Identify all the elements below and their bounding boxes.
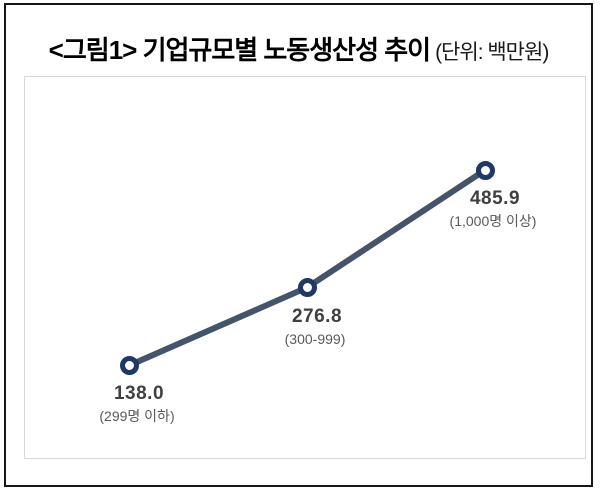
data-point-category-label-2: (1,000명 이상) [449, 213, 537, 230]
data-point-value-label-1: 276.8 [291, 305, 343, 327]
data-point-marker-2 [475, 160, 495, 180]
chart-plot-area: 138.0 (299명 이하) 276.8 (300-999) 485.9 (1,000명… [24, 76, 586, 459]
data-point-category-label-0: (299명 이하) [99, 408, 175, 425]
figure-frame: <그림1> 기업규모별 노동생산성 추이 (단위: 백만원) 138.0 (299명… [4, 3, 593, 487]
data-point-marker-1 [297, 278, 317, 298]
data-point-value-label-2: 485.9 [469, 188, 521, 210]
data-point-value-label-0: 138.0 [113, 383, 165, 405]
data-point-marker-0 [119, 355, 139, 375]
figure-title: <그림1> 기업규모별 노동생산성 추이 (단위: 백만원) [6, 30, 591, 67]
line-series-svg [127, 167, 487, 369]
title-unit-text: (단위: 백만원) [435, 41, 549, 64]
title-main-text: <그림1> 기업규모별 노동생산성 추이 [48, 35, 431, 65]
data-point-category-label-1: (300-999) [284, 330, 346, 347]
